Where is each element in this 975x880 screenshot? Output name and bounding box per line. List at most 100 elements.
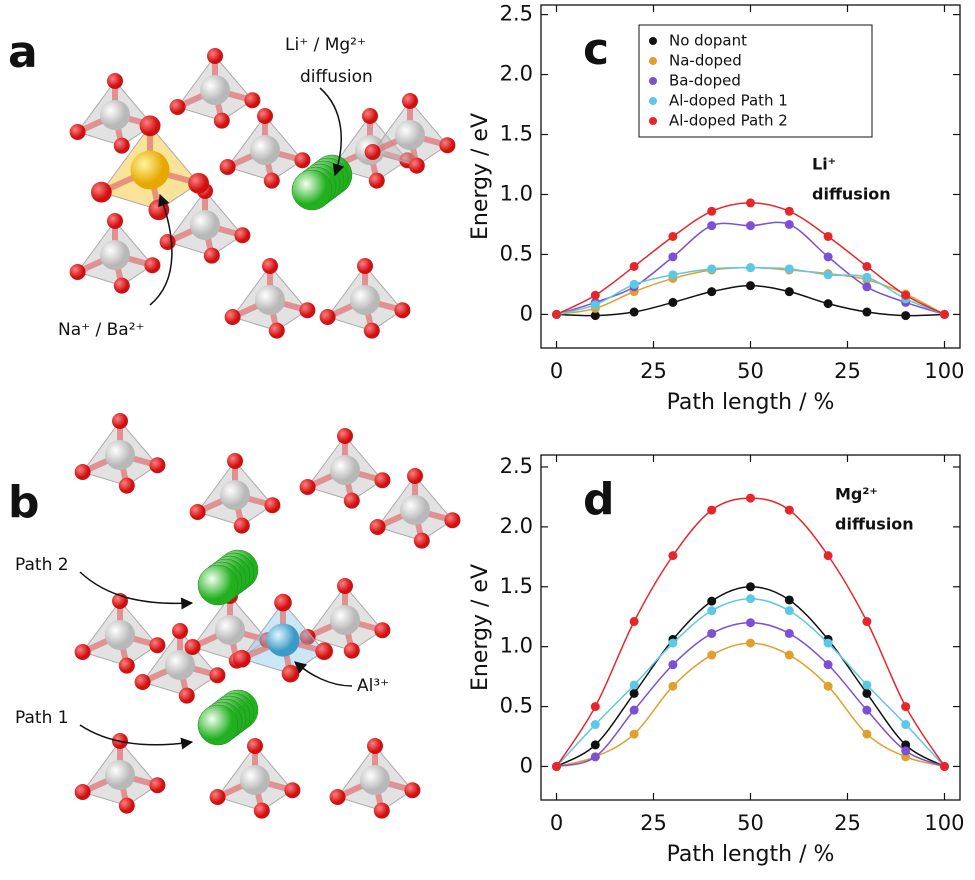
data-point [823, 681, 833, 691]
oxygen [244, 92, 261, 109]
atom [330, 605, 360, 635]
oxygen [257, 108, 273, 124]
diffusing-ion [291, 169, 333, 211]
data-point [901, 702, 911, 712]
atom [105, 440, 135, 470]
oxygen [149, 457, 166, 474]
oxygen [149, 637, 166, 654]
data-point [784, 606, 794, 616]
oxygen [299, 302, 316, 319]
data-point [707, 596, 717, 606]
oxygen [149, 777, 166, 794]
oxygen [247, 738, 263, 754]
data-point [707, 650, 717, 660]
data-point [862, 261, 872, 271]
oxygen [69, 264, 86, 280]
oxygen [343, 492, 360, 509]
x-tick-label: 50 [737, 811, 764, 835]
data-point [862, 680, 872, 690]
oxygen [74, 784, 91, 800]
legend-marker [649, 117, 657, 125]
data-point [823, 299, 833, 309]
oxygen [294, 152, 311, 169]
oxygen [373, 802, 390, 819]
arrow [79, 724, 194, 750]
y-tick-label: 2.0 [500, 514, 533, 538]
data-point [862, 688, 872, 698]
oxygen [369, 519, 386, 535]
annotation: Al³⁺ [357, 676, 389, 696]
arrow [319, 87, 345, 177]
data-point [746, 221, 755, 231]
data-point [823, 660, 833, 670]
atom [215, 615, 245, 645]
data-point [862, 729, 872, 739]
legend-label: Ba-doped [669, 72, 741, 90]
oxygen [337, 578, 353, 594]
atom [330, 455, 360, 485]
data-point [746, 638, 755, 648]
data-point [746, 281, 755, 291]
y-tick-label: 1.5 [500, 122, 533, 146]
oxygen [227, 453, 243, 469]
oxygen [90, 181, 112, 203]
atom [250, 135, 280, 165]
legend-marker [649, 77, 657, 85]
data-point [552, 309, 562, 319]
oxygen [203, 247, 220, 264]
legend-marker [649, 37, 657, 45]
oxygen [118, 477, 135, 494]
data-point [746, 618, 755, 628]
data-point [823, 638, 833, 648]
atom [130, 150, 170, 190]
oxygen [439, 137, 456, 154]
oxygen [363, 322, 380, 339]
data-point [823, 252, 833, 262]
data-point [552, 761, 562, 771]
annotation: Na⁺ / Ba²⁺ [58, 320, 145, 340]
oxygen [69, 124, 86, 140]
legend-marker [649, 57, 657, 65]
data-point [707, 264, 717, 274]
data-point [629, 307, 639, 317]
oxygen [233, 517, 250, 534]
data-point [862, 282, 872, 292]
oxygen [408, 157, 425, 174]
data-point [901, 311, 911, 321]
legend-marker [649, 97, 657, 105]
x-axis-title: Path length / % [667, 390, 835, 415]
oxygen [112, 413, 128, 429]
oxygen [264, 497, 281, 514]
data-point [823, 231, 833, 241]
data-point [746, 582, 755, 592]
data-point [784, 206, 794, 216]
data-point [901, 746, 911, 756]
arrow [294, 661, 353, 687]
oxygen [184, 639, 201, 655]
atom [360, 765, 390, 795]
oxygen [213, 112, 230, 129]
data-point [784, 595, 794, 605]
y-tick-label: 1.5 [500, 574, 533, 598]
data-point [784, 505, 794, 515]
y-tick-label: 2.5 [500, 2, 533, 26]
oxygen [315, 642, 333, 661]
atom [400, 495, 430, 525]
data-point [939, 761, 949, 771]
oxygen [263, 172, 280, 189]
series-line [556, 586, 945, 768]
annotation: Path 2 [15, 555, 69, 575]
oxygen [357, 258, 373, 274]
annotation: Li⁺ / Mg²⁺ [285, 35, 366, 55]
data-point [668, 638, 678, 648]
atom [200, 75, 230, 105]
diffusing-ion [197, 704, 239, 746]
oxygen [394, 302, 411, 319]
data-point [823, 270, 833, 280]
oxygen [407, 468, 423, 484]
oxygen [343, 642, 360, 659]
data-point [668, 270, 678, 280]
legend-label: No dopant [669, 32, 747, 50]
atom [220, 480, 250, 510]
